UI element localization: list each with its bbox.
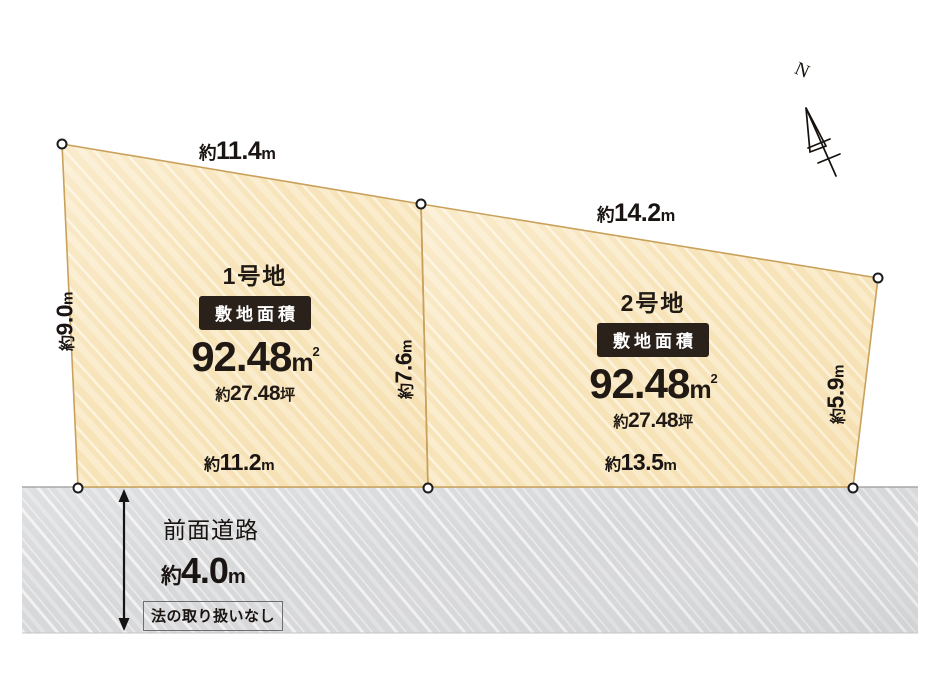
road-width-arrow — [118, 489, 130, 631]
plot-2-info[interactable]: 2号地 敷地面積 92.48m2 約27.48坪 — [523, 284, 783, 433]
plot-1-top-dimension: 約11.4m — [199, 137, 276, 165]
corner-marker-se — [847, 482, 859, 494]
corner-marker-ne — [872, 272, 884, 284]
corner-marker-n-mid — [415, 198, 427, 210]
corner-marker-s-mid — [422, 482, 434, 494]
plot-2-area-tsubo: 約27.48坪 — [613, 409, 693, 432]
plot-2-bottom-dimension: 約13.5m — [605, 449, 677, 475]
road-shade — [22, 487, 918, 633]
plot-2-name: 2号地 — [620, 290, 686, 316]
road-width-value: 約4.0m — [161, 550, 246, 591]
corner-markers — [56, 138, 884, 494]
road-arrow-head-down — [118, 618, 130, 631]
road-info[interactable]: 前面道路 約4.0m 法の取り扱いなし — [143, 511, 373, 631]
plot-1-area-badge: 敷地面積 — [199, 296, 311, 330]
road-note-wrap: 法の取り扱いなし — [143, 601, 373, 631]
plot-2-area-badge: 敷地面積 — [597, 323, 709, 357]
plot-1-info[interactable]: 1号地 敷地面積 92.48m2 約27.48坪 — [125, 257, 385, 406]
compass-needle-head — [805, 107, 828, 154]
plot-divider-line — [420, 203, 429, 488]
plot-2-badge-wrap: 敷地面積 — [523, 323, 783, 357]
plot-1-area-value: 92.48m2 — [191, 333, 320, 380]
plot-2-right-dimension: 約5.9m — [822, 364, 849, 425]
plot-1-right-dimension: 約7.6m — [390, 339, 417, 400]
north-arrow-icon — [805, 107, 841, 177]
plot-1-name: 1号地 — [222, 263, 288, 289]
plot-1-left-dimension: 約9.0m — [51, 291, 78, 352]
compass-tick-upper — [807, 138, 831, 149]
road-note-badge: 法の取り扱いなし — [143, 601, 284, 631]
road-title: 前面道路 — [163, 517, 259, 543]
plot-1-bottom-dimension: 約11.2m — [204, 449, 275, 475]
road-arrow-head-up — [118, 489, 130, 502]
corner-marker-nw — [56, 138, 68, 150]
corner-marker-sw — [72, 482, 84, 494]
plot-2-area-value: 92.48m2 — [589, 360, 718, 407]
compass-tick-lower — [817, 153, 841, 164]
plot-1-badge-wrap: 敷地面積 — [125, 296, 385, 330]
road-band — [22, 486, 918, 634]
plot-1-area-tsubo: 約27.48坪 — [215, 382, 295, 405]
plot-2-top-dimension: 約14.2m — [597, 199, 675, 227]
